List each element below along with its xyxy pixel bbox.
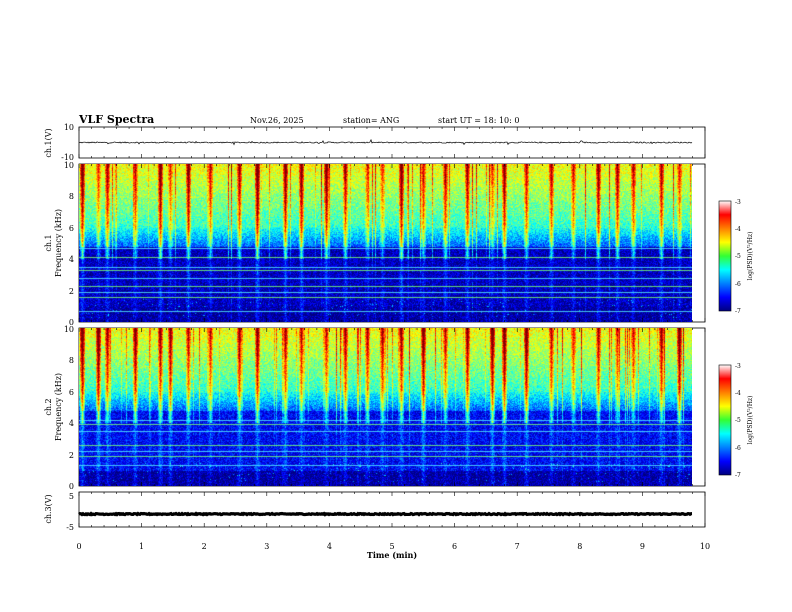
ch2-frequency-ylabel: Frequency (kHz) (54, 373, 63, 441)
ch3-ytick-bottom: -5 (66, 523, 74, 532)
ch1-cbar-tick-m5: -5 (735, 253, 741, 260)
figure-title: VLF Spectra (78, 113, 154, 126)
ch2-ytick-2: 2 (69, 451, 74, 460)
x-axis-tick-labels: 0 1 2 3 4 5 6 7 8 9 10 (76, 542, 710, 551)
ch2-ytick-10: 10 (64, 325, 74, 334)
ch2-cbar-tick-m4: -4 (735, 390, 741, 397)
ch1-colorbar-label: log(PSD)(V²/Hz) (747, 232, 754, 281)
ch1-ytick-10: 10 (64, 161, 74, 170)
date-label: Nov.26, 2025 (250, 116, 304, 125)
start-time-label: start UT = 18: 10: 0 (438, 116, 519, 125)
xtick-label-4: 4 (327, 542, 332, 551)
ch2-ytick-8: 8 (69, 356, 74, 365)
x-axis-ticks (78, 127, 706, 527)
xtick-label-8: 8 (577, 542, 582, 551)
ch1-ytick-2: 2 (69, 287, 74, 296)
ch2-ytick-4: 4 (69, 419, 74, 428)
ch1-waveform-trace (78, 138, 693, 146)
ch1-ytick-top: 10 (64, 123, 74, 132)
x-axis-label: Time (min) (367, 550, 417, 560)
ch1-spectrogram-image (79, 164, 692, 322)
ch1-spectrogram-yticks: 0 2 4 6 8 10 (64, 161, 74, 327)
ch1-waveform-ylabel: ch.1(V) (44, 128, 53, 157)
ch2-ytick-0: 0 (69, 482, 74, 491)
ch2-ytick-6: 6 (69, 388, 74, 397)
ch2-cbar-tick-m3: -3 (735, 363, 741, 370)
ch1-cbar-tick-m3: -3 (735, 199, 741, 206)
ch1-waveform-panel: 10 -10 ch.1(V) (44, 123, 706, 162)
ch2-cbar-tick-m7: -7 (735, 472, 741, 479)
xtick-label-1: 1 (139, 542, 144, 551)
ch1-ytick-bottom: -10 (61, 153, 74, 162)
ch1-ytick-6: 6 (69, 224, 74, 233)
ch1-ytick-0: 0 (69, 318, 74, 327)
ch2-spectrogram-panel: 0 2 4 6 8 10 ch.2 Frequency (kHz) -3 -4 … (44, 325, 754, 491)
ch3-waveform-ylabel: ch.3(V) (44, 494, 53, 523)
ch1-cbar-tick-m6: -6 (735, 281, 741, 288)
ch1-colorbar (718, 200, 732, 312)
ch1-cbar-tick-m7: -7 (735, 308, 741, 315)
ch1-ytick-4: 4 (69, 255, 74, 264)
ch2-cbar-tick-m5: -5 (735, 417, 741, 424)
ch2-spectrogram-yticks: 0 2 4 6 8 10 (64, 325, 74, 491)
xtick-label-2: 2 (202, 542, 207, 551)
xtick-label-10: 10 (700, 542, 710, 551)
xtick-label-6: 6 (452, 542, 457, 551)
ch2-cbar-tick-m6: -6 (735, 445, 741, 452)
ch1-channel-label: ch.1 (44, 234, 53, 251)
ch1-cbar-tick-m4: -4 (735, 226, 741, 233)
station-label: station= ANG (343, 116, 399, 125)
ch3-ytick-top: 5 (69, 492, 74, 501)
xtick-label-3: 3 (264, 542, 269, 551)
ch3-waveform-frame (78, 491, 706, 528)
ch1-frequency-ylabel: Frequency (kHz) (54, 209, 63, 277)
ch2-spectrogram-image (79, 328, 692, 486)
ch3-waveform-panel: 5 -5 ch.3(V) (44, 491, 706, 532)
xtick-label-0: 0 (76, 542, 81, 551)
ch2-colorbar-label: log(PSD)(V²/Hz) (747, 396, 754, 445)
ch2-channel-label: ch.2 (44, 398, 53, 415)
ch1-ytick-8: 8 (69, 192, 74, 201)
ch1-spectrogram-panel: 0 2 4 6 8 10 ch.1 Frequency (kHz) -3 -4 … (44, 161, 754, 327)
ch3-waveform-trace (78, 511, 693, 517)
xtick-label-9: 9 (640, 542, 645, 551)
xtick-label-7: 7 (515, 542, 520, 551)
xtick-label-5: 5 (389, 542, 394, 551)
ch2-colorbar (718, 364, 732, 476)
